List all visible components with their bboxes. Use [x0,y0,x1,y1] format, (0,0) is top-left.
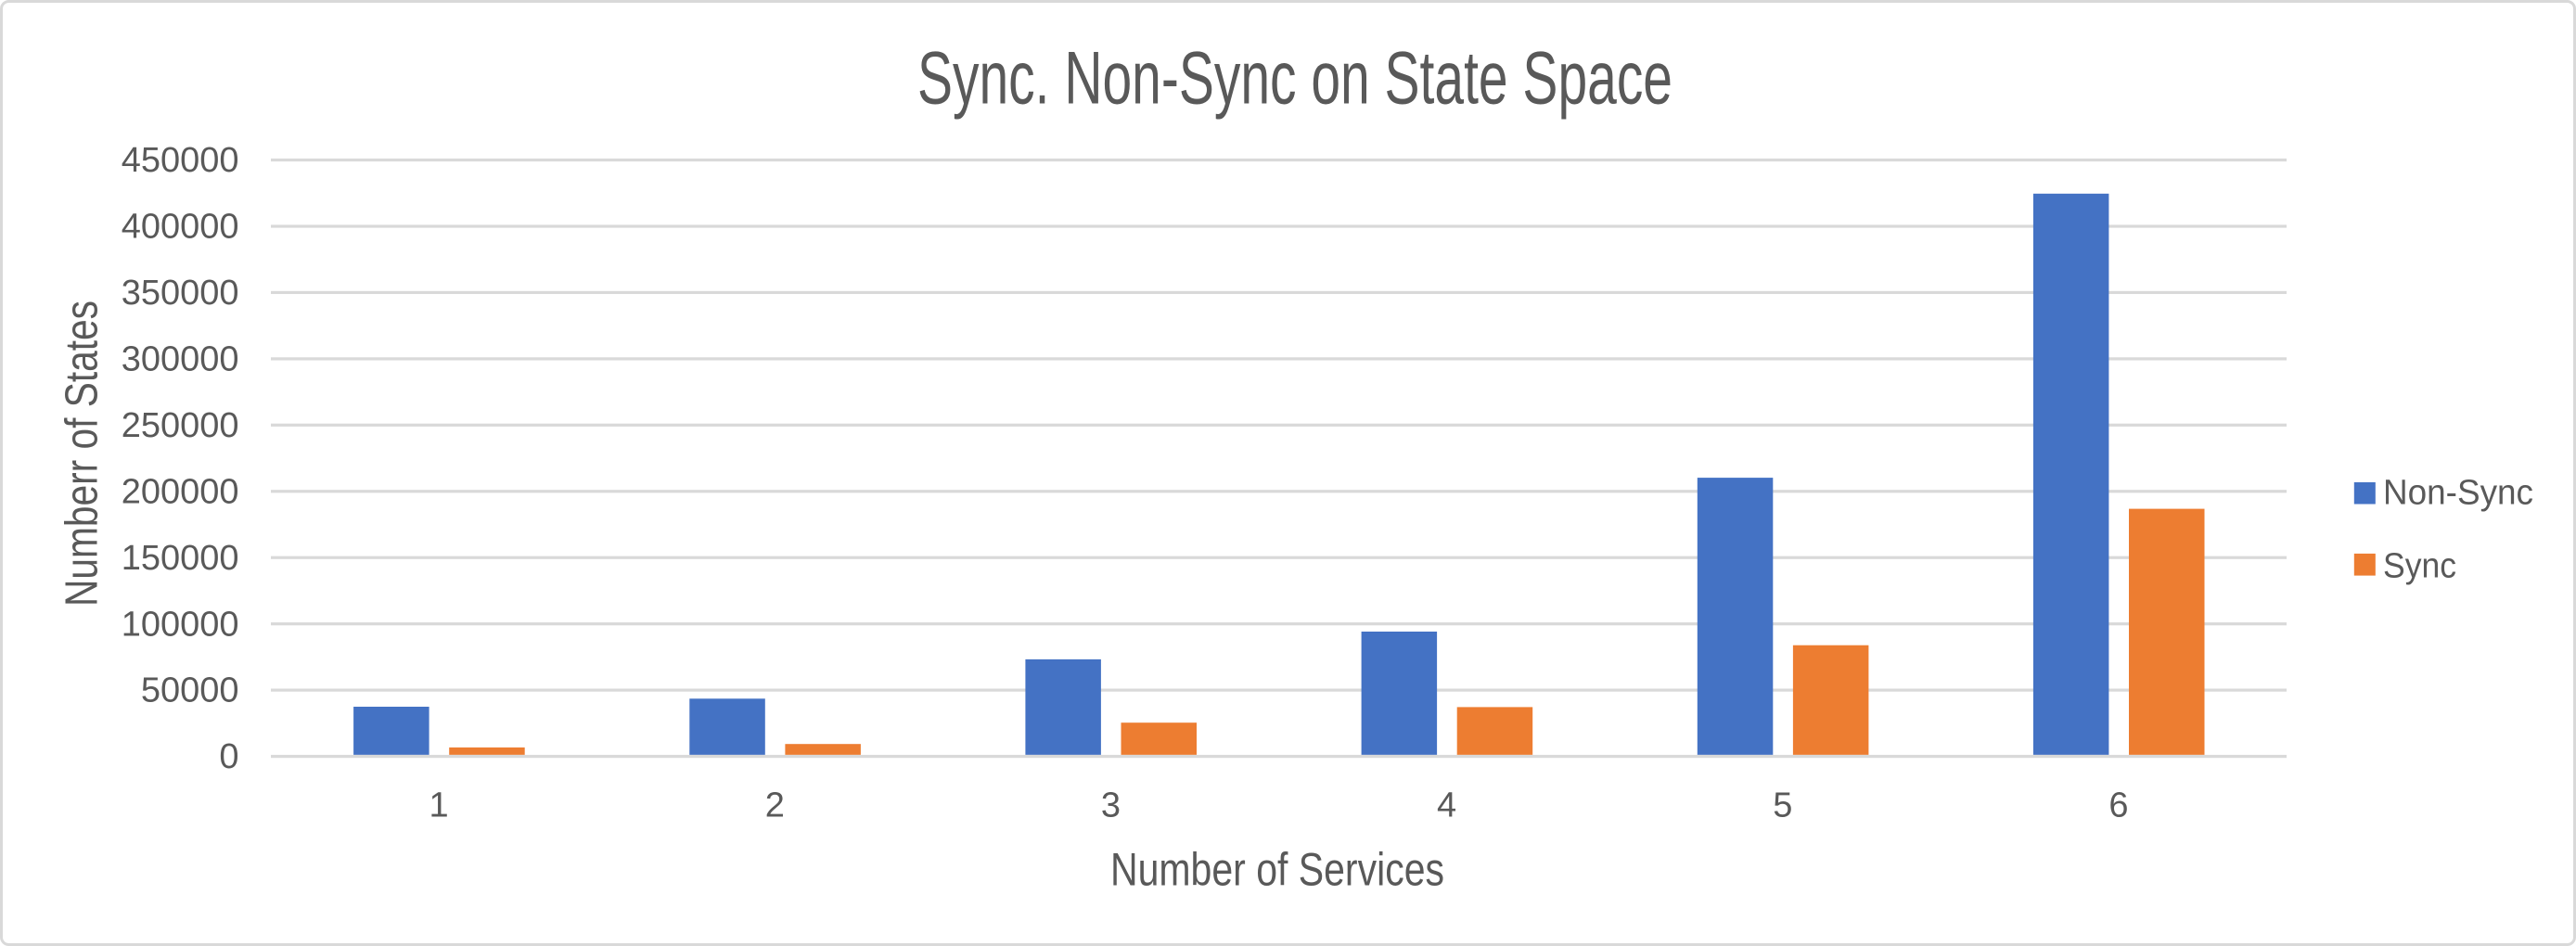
svg-text:4: 4 [1437,786,1456,825]
svg-text:Sync. Non-Sync on State Space: Sync. Non-Sync on State Space [917,36,1672,120]
svg-text:350000: 350000 [122,274,239,313]
svg-text:0: 0 [219,737,238,776]
svg-text:150000: 150000 [122,539,239,578]
svg-text:Non-Sync: Non-Sync [2383,474,2533,513]
svg-text:Number of Services: Number of Services [1110,844,1444,896]
svg-text:1: 1 [429,786,449,825]
svg-text:5: 5 [1773,786,1792,825]
svg-text:400000: 400000 [122,208,239,247]
svg-text:100000: 100000 [122,605,239,644]
svg-text:250000: 250000 [122,406,239,445]
svg-text:3: 3 [1101,786,1121,825]
svg-text:2: 2 [765,786,785,825]
svg-text:Sync: Sync [2383,546,2456,585]
svg-text:450000: 450000 [122,141,239,180]
svg-text:200000: 200000 [122,472,239,511]
svg-text:6: 6 [2108,786,2128,825]
svg-text:Numberr of States: Numberr of States [58,300,108,607]
svg-text:300000: 300000 [122,340,239,379]
svg-text:50000: 50000 [141,671,239,710]
